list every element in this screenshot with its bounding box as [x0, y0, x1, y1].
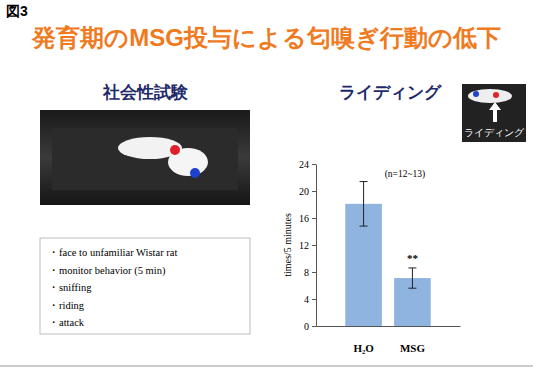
riding-photo: ライディング — [462, 84, 526, 142]
marker-red — [170, 145, 180, 155]
y-tick-label: 24 — [299, 159, 309, 170]
error-bar-cap — [360, 226, 368, 227]
photo-label: ライディング — [464, 127, 525, 138]
y-tick-label: 12 — [299, 240, 309, 251]
arrow — [489, 102, 501, 122]
error-bar — [408, 268, 416, 288]
bullet-item: ・riding — [48, 300, 85, 311]
bullet-item: ・sniffing — [48, 282, 92, 293]
plot-marks — [345, 182, 430, 326]
y-tick-label: 8 — [304, 267, 309, 278]
y-tick: 16 — [299, 213, 316, 224]
bullet-box — [40, 238, 250, 334]
y-tick-mark — [312, 326, 316, 327]
bullet-item: ・face to unfamiliar Wistar rat — [48, 247, 177, 258]
marker-red — [493, 92, 499, 98]
left-heading: 社会性試験 — [102, 83, 189, 102]
y-tick: 12 — [299, 240, 316, 251]
error-bar-cap — [408, 288, 416, 289]
y-tick-mark — [312, 299, 316, 300]
y-tick-mark — [312, 218, 316, 219]
bullet-item: ・monitor behavior (5 min) — [48, 265, 166, 277]
title: 発育期のMSG投与による匂嗅ぎ行動の低下 — [31, 24, 501, 51]
y-tick-mark — [312, 164, 316, 165]
x-tick-label: H₂O — [353, 342, 374, 354]
right-heading: ライディング — [339, 83, 442, 102]
x-tick: H₂O — [353, 326, 374, 354]
significance-label: ** — [407, 252, 419, 264]
y-tick: 8 — [304, 267, 316, 278]
bottom-rule — [0, 366, 533, 367]
x-axis-line — [317, 326, 461, 327]
x-tick-label: MSG — [400, 342, 426, 354]
photo-frame — [40, 110, 250, 205]
figure-label: 図3 — [6, 3, 28, 19]
y-axis: 0 4 8 12 16 20 24 — [299, 159, 317, 332]
marker-blue — [473, 91, 479, 97]
bullet-item: ・attack — [48, 317, 85, 328]
error-bar-stem — [412, 268, 413, 288]
error-bar-cap — [360, 181, 368, 182]
photo-floor — [52, 128, 238, 190]
marker-blue — [190, 168, 200, 178]
photo — [40, 110, 250, 205]
y-tick: 4 — [304, 294, 316, 305]
y-tick: 0 — [304, 321, 316, 332]
error-bar-cap — [408, 267, 416, 268]
y-tick-label: 16 — [299, 213, 309, 224]
y-axis-line — [316, 165, 317, 327]
y-tick-mark — [312, 245, 316, 246]
y-tick-mark — [312, 191, 316, 192]
y-tick: 20 — [299, 186, 316, 197]
error-bar — [360, 182, 368, 227]
error-bar-stem — [363, 182, 364, 227]
slide: 図3発育期のMSG投与による匂嗅ぎ行動の低下社会性試験ライディングライディング・… — [0, 0, 533, 371]
y-tick-label: 4 — [304, 294, 309, 305]
y-tick-label: 0 — [304, 321, 309, 332]
y-axis-title: times/5 minutes — [282, 213, 293, 277]
y-tick: 24 — [299, 159, 316, 170]
y-tick-mark — [312, 272, 316, 273]
x-tick: MSG — [400, 326, 426, 354]
x-axis: H₂O MSG — [317, 326, 461, 354]
riding-photo-frame — [462, 84, 526, 142]
annotation: (n=12~13) — [385, 169, 426, 180]
y-tick-label: 20 — [299, 186, 309, 197]
rat — [468, 89, 512, 103]
chart: 0 4 8 12 16 20 24 H₂O MSG times/5 minutes (n=12~13… — [282, 159, 461, 354]
